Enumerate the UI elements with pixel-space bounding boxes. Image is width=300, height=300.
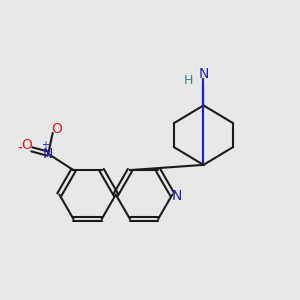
Text: N: N	[172, 189, 182, 203]
Text: +: +	[40, 140, 49, 151]
Text: O: O	[51, 122, 62, 136]
Text: H: H	[184, 74, 193, 87]
Text: O: O	[21, 139, 32, 152]
Text: -: -	[17, 141, 22, 155]
Text: N: N	[198, 67, 209, 81]
Text: N: N	[43, 147, 53, 161]
